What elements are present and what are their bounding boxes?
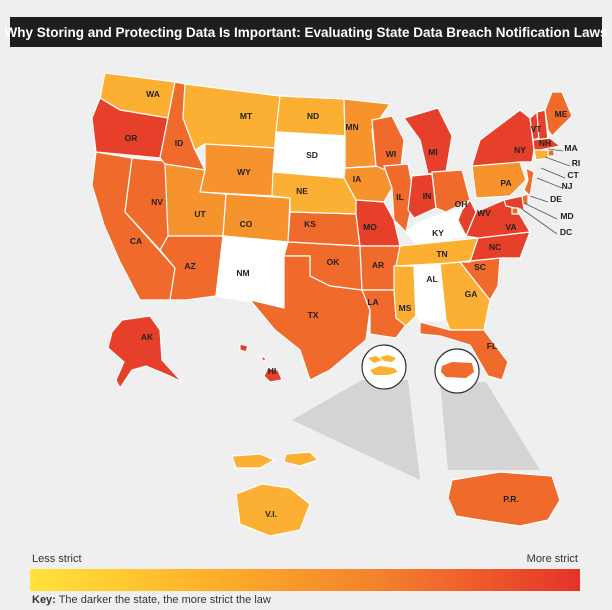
state-label-co: CO [240, 219, 253, 229]
state-label-mo: MO [363, 222, 377, 232]
state-label-ny: NY [514, 145, 526, 155]
state-label-md: MD [560, 211, 573, 221]
state-label-nj: NJ [562, 181, 573, 191]
state-label-ct: CT [567, 170, 579, 180]
state-ma [532, 137, 562, 151]
state-mi [403, 107, 453, 175]
state-label-ia: IA [353, 174, 362, 184]
state-label-nd: ND [307, 111, 319, 121]
state-vi [231, 451, 320, 537]
state-il [383, 163, 415, 234]
state-label-tn: TN [436, 249, 447, 259]
state-label-ne: NE [296, 186, 308, 196]
state-ri [547, 149, 555, 157]
state-label-vi: V.I. [265, 509, 277, 519]
state-label-ri: RI [572, 158, 581, 168]
key-note: Key: The darker the state, the more stri… [32, 594, 271, 606]
state-label-pr: P.R. [503, 494, 518, 504]
state-wv [457, 198, 477, 238]
us-map: WA OR CA NV ID MT WY UT AZ CO NM ND SD NE KS OK TX MN IA MO… [91, 72, 581, 537]
state-ms [393, 265, 417, 327]
state-label-ca: CA [130, 236, 142, 246]
state-in [407, 173, 437, 219]
state-label-fl: FL [487, 341, 497, 351]
state-ks [287, 211, 361, 247]
state-label-nv: NV [151, 197, 163, 207]
state-label-va: VA [505, 222, 516, 232]
state-label-in: IN [423, 191, 432, 201]
state-ak [107, 315, 183, 390]
state-label-oh: OH [455, 199, 468, 209]
state-label-ma: MA [564, 143, 577, 153]
state-label-mi: MI [428, 147, 437, 157]
state-label-il: IL [396, 192, 404, 202]
state-me [544, 91, 573, 137]
state-hi [239, 343, 283, 383]
vi-zoom-cone [292, 380, 420, 480]
state-nj [523, 166, 535, 198]
state-pa [471, 161, 527, 199]
state-label-nm: NM [236, 268, 249, 278]
state-label-nh: NH [539, 138, 551, 148]
state-label-pa: PA [500, 178, 511, 188]
state-label-ks: KS [304, 219, 316, 229]
state-label-nc: NC [489, 242, 501, 252]
state-label-de: DE [550, 194, 562, 204]
legend-high-label: More strict [526, 553, 578, 565]
state-dc [511, 207, 519, 215]
strictness-gradient-bar [30, 569, 580, 591]
state-label-hi: HI [268, 366, 277, 376]
state-label-wa: WA [146, 89, 160, 99]
vi-inset-small [368, 355, 398, 375]
state-label-sd: SD [306, 150, 318, 160]
state-label-me: ME [555, 109, 568, 119]
state-label-vt: VT [531, 124, 543, 134]
state-label-ga: GA [465, 289, 478, 299]
state-label-wi: WI [386, 149, 396, 159]
state-label-wv: WV [477, 208, 491, 218]
state-label-or: OR [125, 133, 138, 143]
state-al [413, 263, 447, 323]
pr-zoom-cone [440, 382, 540, 470]
state-tx [248, 255, 371, 381]
key-text: The darker the state, the more strict th… [58, 594, 271, 606]
state-label-ak: AK [141, 332, 154, 342]
northeast-callout-lines [521, 148, 571, 235]
state-label-ok: OK [327, 257, 341, 267]
key-prefix: Key: [32, 594, 56, 606]
state-label-dc: DC [560, 227, 572, 237]
state-label-wy: WY [237, 167, 251, 177]
state-label-mt: MT [240, 111, 253, 121]
state-label-la: LA [367, 297, 378, 307]
state-wi [371, 115, 405, 177]
state-co [222, 193, 291, 243]
state-label-tx: TX [308, 310, 319, 320]
state-label-ms: MS [399, 303, 412, 313]
pr-inset-small [441, 362, 474, 378]
state-label-id: ID [175, 138, 184, 148]
state-ct [533, 149, 549, 161]
state-nm [215, 235, 289, 309]
state-label-ut: UT [194, 209, 206, 219]
state-label-al: AL [426, 274, 437, 284]
state-label-az: AZ [184, 261, 195, 271]
legend-low-label: Less strict [32, 553, 82, 565]
state-ny [471, 109, 535, 167]
state-fl [419, 321, 509, 381]
state-pr [447, 471, 561, 527]
state-oh [431, 169, 471, 213]
state-mt [182, 83, 281, 151]
state-label-ky: KY [432, 228, 444, 238]
state-label-ar: AR [372, 260, 384, 270]
state-label-mn: MN [345, 122, 358, 132]
map-title: Why Storing and Protecting Data Is Impor… [4, 17, 608, 47]
state-wy [199, 143, 277, 197]
state-label-sc: SC [474, 262, 486, 272]
